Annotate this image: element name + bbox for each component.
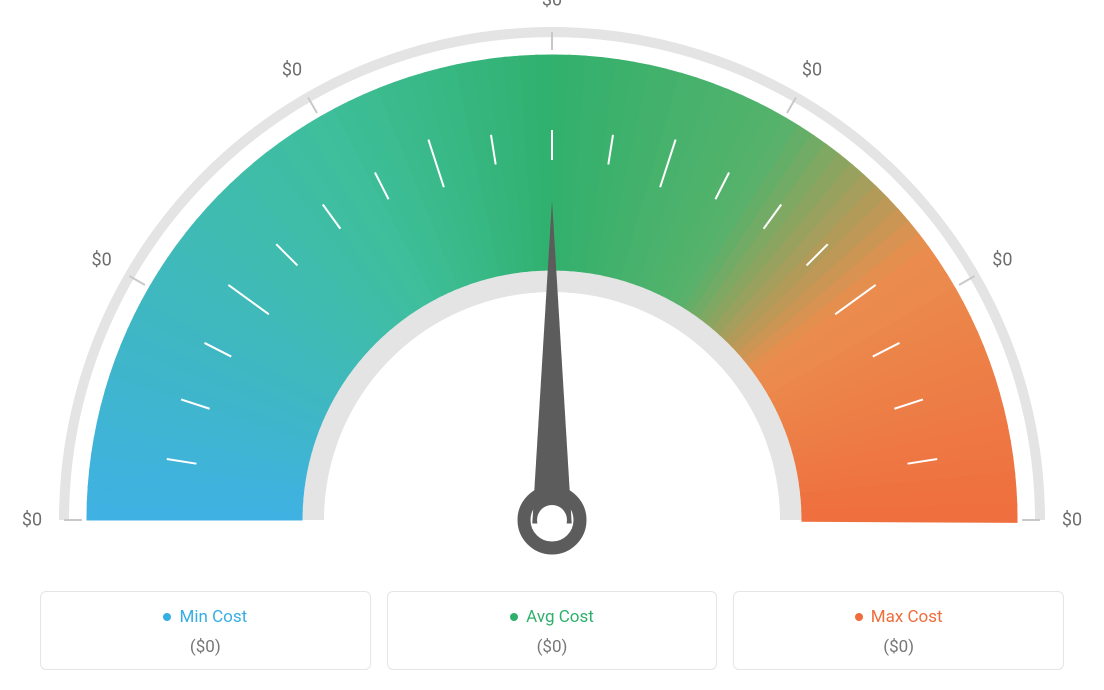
gauge-svg <box>0 0 1104 570</box>
legend-value-text: ($0) <box>744 637 1053 657</box>
min-dot-icon <box>163 613 171 621</box>
avg-dot-icon <box>510 613 518 621</box>
legend-title: Max Cost <box>855 607 943 627</box>
legend-row: Min Cost ($0) Avg Cost ($0) Max Cost ($0) <box>40 591 1064 670</box>
legend-label-text: Avg Cost <box>526 607 594 627</box>
gauge-tick-label: $0 <box>992 250 1012 271</box>
gauge-tick-label: $0 <box>542 0 562 11</box>
legend-card-avg: Avg Cost ($0) <box>387 591 718 670</box>
gauge-tick-label: $0 <box>1062 510 1082 531</box>
needle-hub-inner <box>537 505 567 535</box>
legend-title: Avg Cost <box>510 607 594 627</box>
legend-card-min: Min Cost ($0) <box>40 591 371 670</box>
gauge-tick-label: $0 <box>802 59 822 80</box>
legend-value-text: ($0) <box>398 637 707 657</box>
gauge-tick-label: $0 <box>92 250 112 271</box>
legend-value-text: ($0) <box>51 637 360 657</box>
legend-label-text: Min Cost <box>179 607 247 627</box>
legend-card-max: Max Cost ($0) <box>733 591 1064 670</box>
legend-title: Min Cost <box>163 607 247 627</box>
gauge-chart-container: $0$0$0$0$0$0$0 Min Cost($0)Avg Cost($0)M… <box>0 0 1104 690</box>
gauge-tick-label: $0 <box>282 59 302 80</box>
max-dot-icon <box>855 613 863 621</box>
legend-label-text: Max Cost <box>871 607 943 627</box>
gauge-tick-label: $0 <box>22 510 42 531</box>
